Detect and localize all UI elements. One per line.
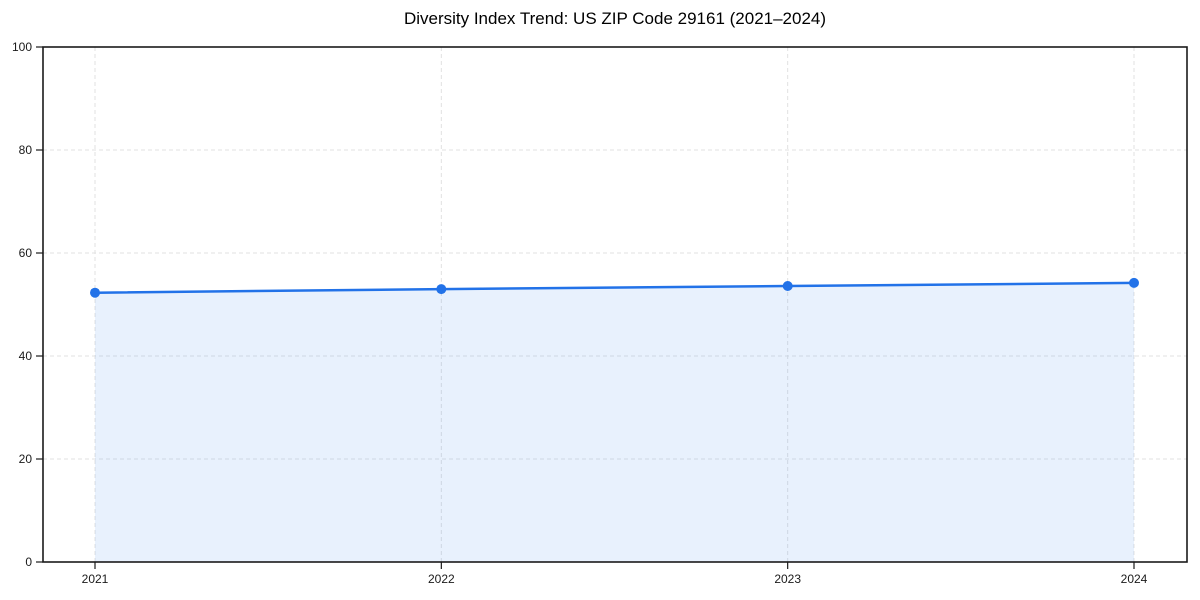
trend-line	[93, 281, 1136, 294]
series-layer	[90, 277, 1139, 562]
data-point	[436, 284, 447, 295]
axes-layer: 0 20 40 60 80 100 2021 2022 2023 2024	[12, 40, 1188, 586]
y-tick-label: 20	[19, 452, 33, 466]
y-tick-label: 100	[12, 40, 32, 54]
area-fill	[95, 282, 1134, 562]
data-point	[782, 281, 793, 291]
y-tick-label: 0	[25, 555, 32, 569]
chart-title: Diversity Index Trend: US ZIP Code 29161…	[404, 9, 826, 28]
gridlines	[43, 47, 1187, 562]
y-tick-label: 80	[19, 143, 33, 157]
y-tick-label: 40	[19, 349, 33, 363]
y-tick-label: 60	[19, 246, 33, 260]
x-tick-label: 2021	[82, 572, 109, 586]
plot-frame	[42, 46, 1188, 563]
data-point	[1129, 277, 1139, 288]
data-point	[90, 287, 100, 298]
x-tick-label: 2024	[1121, 572, 1148, 586]
x-tick-label: 2022	[428, 572, 455, 586]
x-tick-label: 2023	[774, 572, 801, 586]
